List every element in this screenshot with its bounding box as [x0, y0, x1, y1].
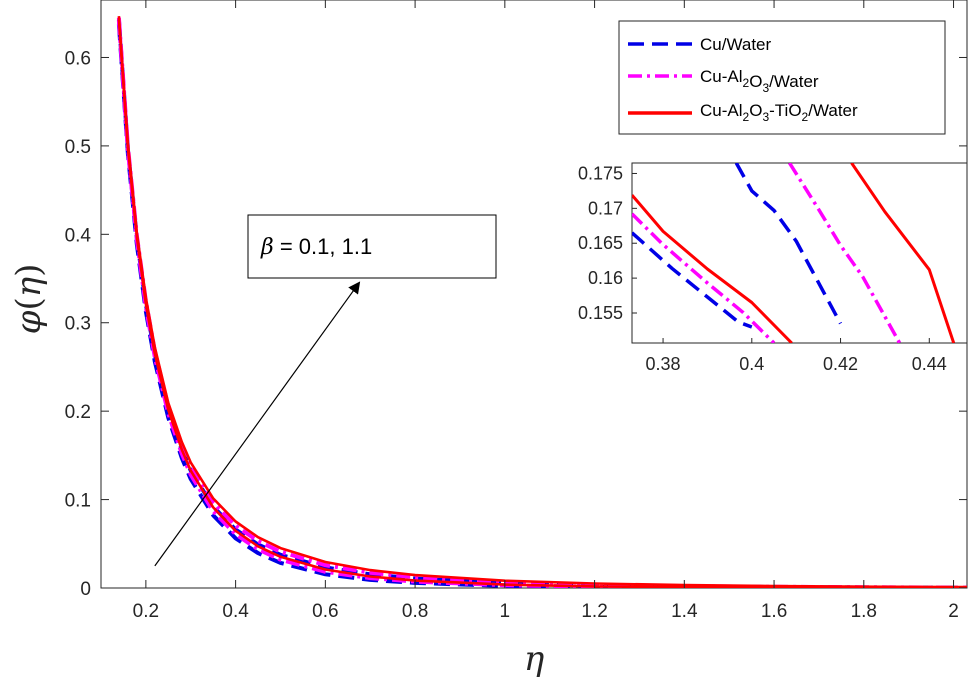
x-tick-label: 0.4 — [222, 601, 249, 622]
legend-label-hybrid: Cu-Al2O3-TiO2/Water — [700, 101, 858, 124]
y-axis-label-close: ) — [9, 264, 49, 277]
svg-text:φ(η): φ(η) — [9, 264, 49, 335]
y-axis-label-open: ( — [9, 297, 49, 310]
inset-series-line-4 — [632, 194, 793, 343]
legend-box — [618, 20, 946, 135]
x-tick-label: 1.6 — [761, 601, 787, 622]
y-tick-label: 0.1 — [65, 491, 91, 512]
x-tick-label: 1 — [500, 601, 511, 622]
main-x-axis: 0.2 0.4 0.6 0.8 1 1.2 1.4 1.6 1.8 2 — [133, 0, 959, 622]
legend-label-cu-water: Cu/Water — [700, 35, 772, 54]
main-series-group — [116, 16, 967, 588]
inset-x-tick-label: 0.42 — [823, 354, 858, 374]
inset-series-line-3 — [788, 163, 902, 343]
inset-y-tick-label: 0.165 — [578, 233, 623, 253]
y-axis-label-eta: η — [9, 276, 49, 297]
inset-x-tick-label: 0.44 — [912, 354, 947, 374]
annotation-box — [247, 214, 497, 279]
inset-x-tick-label: 0.38 — [646, 354, 681, 374]
x-tick-label: 1.8 — [851, 601, 877, 622]
inset-series-line-1 — [734, 163, 843, 325]
inset-y-axis: 0.155 0.16 0.165 0.17 0.175 — [578, 163, 637, 323]
y-tick-label: 0.2 — [65, 402, 91, 423]
inset-y-tick-label: 0.16 — [588, 268, 623, 288]
inset-y-tick-label: 0.17 — [588, 198, 623, 218]
inset-x-axis: 0.38 0.4 0.42 0.44 — [646, 338, 947, 374]
inset-series-line-2 — [632, 212, 776, 343]
x-tick-label: 0.2 — [133, 601, 159, 622]
x-tick-label: 2 — [948, 601, 959, 622]
legend-label-cu-al2o3: Cu-Al2Cu-AlO3/Water — [700, 67, 819, 95]
x-tick-label: 1.4 — [671, 601, 698, 622]
beta-arrow — [154, 281, 361, 567]
inset-series-line-5 — [850, 163, 956, 343]
x-tick-label: 0.6 — [312, 601, 338, 622]
annotation-beta-symbol: β — [260, 235, 274, 260]
x-tick-label: 0.8 — [402, 601, 428, 622]
inset-x-tick-label: 0.4 — [739, 354, 764, 374]
y-tick-label: 0.5 — [65, 137, 91, 158]
inset-series-line-0 — [632, 231, 753, 329]
x-tick-label: 1.2 — [581, 601, 607, 622]
annotation-beta-values: = 0.1, 1.1 — [274, 234, 372, 259]
y-axis-label: φ(η) — [9, 264, 49, 335]
inset-y-tick-label: 0.175 — [578, 163, 623, 183]
x-axis-label: η — [524, 639, 545, 679]
series-line-5 — [117, 16, 967, 588]
y-tick-label: 0.3 — [65, 314, 91, 335]
legend: Cu/Water Cu-Al2Cu-AlO3/Water Cu-Al2O3-Ti… — [618, 20, 946, 135]
y-tick-label: 0.4 — [65, 225, 92, 246]
y-tick-label: 0.6 — [65, 48, 91, 69]
main-y-axis: 0 0.1 0.2 0.3 0.4 0.5 0.6 — [65, 48, 967, 600]
inset-y-tick-label: 0.155 — [578, 303, 623, 323]
y-axis-label-phi: φ — [9, 310, 49, 334]
y-tick-label: 0 — [80, 579, 91, 600]
inset-series-group — [632, 163, 956, 343]
annotation-label: β = 0.1, 1.1 — [260, 234, 372, 260]
